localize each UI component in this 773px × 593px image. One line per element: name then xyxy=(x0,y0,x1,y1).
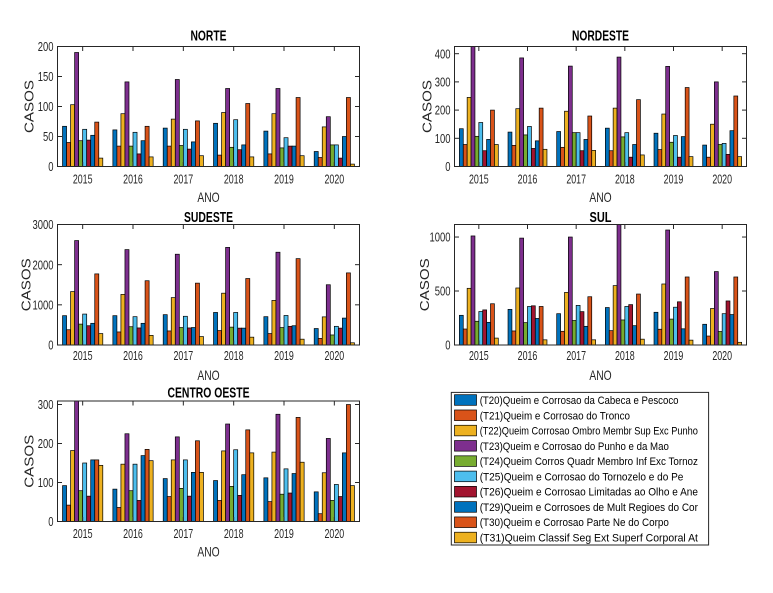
svg-text:(T24)Queim Corros Quadr Membro: (T24)Queim Corros Quadr Membro Inf Exc T… xyxy=(480,456,698,468)
svg-text:SUDESTE: SUDESTE xyxy=(184,210,233,226)
svg-text:300: 300 xyxy=(38,397,54,412)
svg-text:200: 200 xyxy=(38,39,54,54)
svg-text:2020: 2020 xyxy=(712,172,732,187)
svg-text:2016: 2016 xyxy=(123,172,143,187)
svg-text:500: 500 xyxy=(435,284,451,299)
svg-text:(T20)Queim e Corrosao da Cabec: (T20)Queim e Corrosao da Cabeca e Pescoc… xyxy=(480,395,679,407)
svg-text:2015: 2015 xyxy=(469,348,489,363)
svg-text:(T25)Queim e Corrosao do Torno: (T25)Queim e Corrosao do Tornozelo e do … xyxy=(480,471,684,483)
svg-text:2017: 2017 xyxy=(173,348,193,363)
svg-text:2017: 2017 xyxy=(173,172,193,187)
svg-text:ANO: ANO xyxy=(589,189,611,205)
svg-text:150: 150 xyxy=(38,69,54,84)
svg-text:2000: 2000 xyxy=(33,257,54,272)
svg-text:100: 100 xyxy=(435,131,451,146)
svg-text:100: 100 xyxy=(38,475,54,490)
svg-text:(T26)Queim e Corrosao Limitada: (T26)Queim e Corrosao Limitadas ao Olho … xyxy=(480,487,698,499)
svg-text:2019: 2019 xyxy=(274,172,294,187)
svg-text:(T22)Queim Corrosao Ombro Memb: (T22)Queim Corrosao Ombro Membr Sup Exc … xyxy=(480,426,698,438)
svg-text:CENTRO OESTE: CENTRO OESTE xyxy=(168,385,250,401)
svg-text:2018: 2018 xyxy=(224,526,244,541)
svg-text:2017: 2017 xyxy=(566,172,586,187)
svg-text:SUL: SUL xyxy=(590,210,612,226)
svg-text:50: 50 xyxy=(43,129,54,144)
svg-text:200: 200 xyxy=(38,436,54,451)
svg-text:3000: 3000 xyxy=(33,217,54,232)
svg-text:2016: 2016 xyxy=(518,172,538,187)
svg-text:0: 0 xyxy=(445,159,450,174)
svg-text:CASOS: CASOS xyxy=(23,80,37,133)
svg-text:300: 300 xyxy=(435,74,451,89)
svg-text:2020: 2020 xyxy=(712,348,732,363)
svg-text:ANO: ANO xyxy=(197,544,219,560)
svg-text:2017: 2017 xyxy=(173,526,193,541)
svg-text:2019: 2019 xyxy=(274,526,294,541)
svg-text:1000: 1000 xyxy=(33,297,54,312)
svg-text:ANO: ANO xyxy=(197,367,219,383)
svg-text:(T21)Queim e Corrosao do Tronc: (T21)Queim e Corrosao do Tronco xyxy=(480,410,630,422)
svg-text:2016: 2016 xyxy=(123,526,143,541)
svg-text:2018: 2018 xyxy=(615,348,635,363)
svg-text:2016: 2016 xyxy=(518,348,538,363)
svg-text:NORDESTE: NORDESTE xyxy=(572,29,629,45)
svg-text:(T23)Queim e Corrosao do Punho: (T23)Queim e Corrosao do Punho e da Mao xyxy=(480,441,669,453)
svg-text:0: 0 xyxy=(48,159,53,174)
svg-text:(T31)Queim Classif Seg Ext Sup: (T31)Queim Classif Seg Ext Superf Corpor… xyxy=(480,533,698,545)
svg-text:2019: 2019 xyxy=(274,348,294,363)
svg-text:CASOS: CASOS xyxy=(418,258,432,311)
svg-text:2020: 2020 xyxy=(324,526,344,541)
svg-text:ANO: ANO xyxy=(589,367,611,383)
svg-text:CASOS: CASOS xyxy=(23,435,37,488)
svg-text:2015: 2015 xyxy=(73,526,93,541)
svg-text:2015: 2015 xyxy=(469,172,489,187)
svg-text:100: 100 xyxy=(38,99,54,114)
svg-text:(T30)Queim e Corrosao Parte Ne: (T30)Queim e Corrosao Parte Ne do Corpo xyxy=(480,517,669,529)
svg-text:CASOS: CASOS xyxy=(19,258,33,311)
svg-text:1000: 1000 xyxy=(430,230,451,245)
svg-text:2019: 2019 xyxy=(664,172,684,187)
svg-text:0: 0 xyxy=(48,338,53,353)
svg-text:2018: 2018 xyxy=(224,172,244,187)
svg-text:200: 200 xyxy=(435,103,451,118)
svg-text:2015: 2015 xyxy=(73,172,93,187)
svg-text:2018: 2018 xyxy=(615,172,635,187)
svg-text:CASOS: CASOS xyxy=(421,80,435,133)
svg-text:2018: 2018 xyxy=(224,348,244,363)
svg-text:400: 400 xyxy=(435,46,451,61)
svg-text:2019: 2019 xyxy=(664,348,684,363)
svg-text:(T29)Queim e Corrosoes de Mult: (T29)Queim e Corrosoes de Mult Regioes d… xyxy=(480,502,699,514)
svg-text:ANO: ANO xyxy=(197,189,219,205)
svg-text:0: 0 xyxy=(48,514,53,529)
svg-text:2015: 2015 xyxy=(73,348,93,363)
svg-text:NORTE: NORTE xyxy=(191,29,227,45)
svg-text:2017: 2017 xyxy=(566,348,586,363)
svg-text:2020: 2020 xyxy=(324,348,344,363)
svg-text:2020: 2020 xyxy=(324,172,344,187)
svg-text:0: 0 xyxy=(445,338,450,353)
svg-text:2016: 2016 xyxy=(123,348,143,363)
